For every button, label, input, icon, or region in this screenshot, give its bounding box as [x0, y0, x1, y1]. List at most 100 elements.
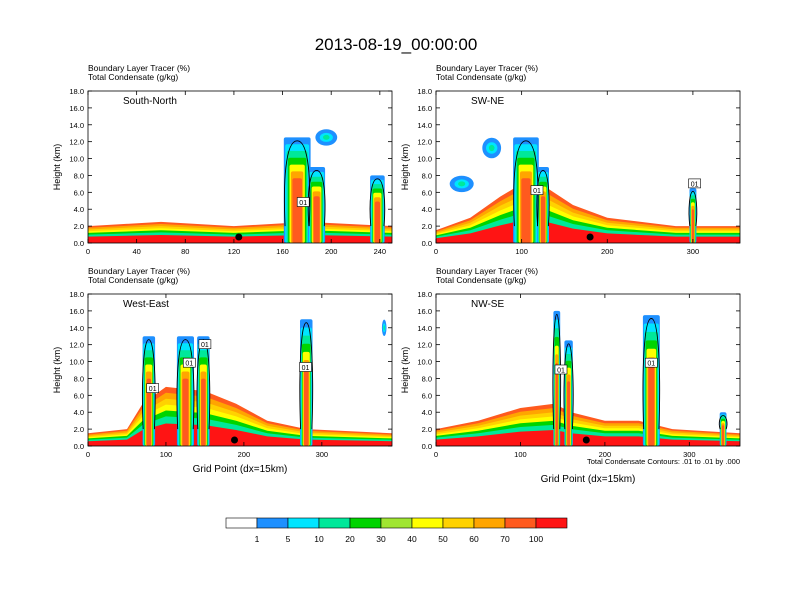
y-tick-label: 4.0	[74, 408, 84, 417]
contour-line	[369, 178, 386, 227]
colorbar-label: 40	[407, 534, 417, 544]
contour-label-box	[688, 178, 701, 189]
y-tick-label: 10.0	[417, 358, 432, 367]
colorbar-label: 1	[255, 534, 260, 544]
contour-label-box	[146, 383, 159, 393]
contour-label: 01	[691, 181, 699, 188]
colorbar-swatch	[535, 517, 568, 529]
shading-tower	[313, 196, 320, 243]
y-tick-label: 2.0	[74, 425, 84, 434]
contour-label-box	[198, 339, 212, 350]
location-marker	[582, 436, 590, 444]
shading-blob	[323, 134, 330, 140]
x-tick-label: 0	[434, 247, 438, 256]
plot-area: 01 01	[436, 294, 740, 446]
shading-tower	[374, 201, 380, 243]
y-tick-label: 4.0	[422, 205, 432, 214]
shading-tower	[182, 378, 189, 446]
colorbar-swatch	[287, 517, 320, 529]
y-tick-label: 8.0	[74, 374, 84, 383]
shading-blob	[383, 325, 385, 331]
shading-layer	[436, 220, 740, 243]
contour-label: 01	[302, 365, 310, 372]
x-tick-label: 240	[374, 247, 387, 256]
y-tick-label: 0.0	[74, 442, 84, 451]
y-tick-label: 18.0	[69, 290, 84, 299]
panel-subtitle-tracer: Boundary Layer Tracer (%)	[88, 63, 190, 73]
panel-subtitle-condensate: Total Condensate (g/kg)	[88, 72, 178, 82]
contour-line	[176, 339, 195, 430]
colorbar-label: 10	[314, 534, 324, 544]
panel-label: South-North	[123, 96, 177, 107]
shading-tower	[721, 425, 725, 446]
y-tick-label: 2.0	[422, 222, 432, 231]
x-tick-label: 40	[132, 247, 140, 256]
y-tick-label: 6.0	[422, 188, 432, 197]
shading-tower	[555, 363, 558, 446]
contour-label-box	[296, 197, 310, 207]
y-tick-label: 10.0	[69, 155, 84, 164]
shading-tower	[567, 381, 571, 446]
y-tick-label: 16.0	[69, 104, 84, 113]
location-marker	[586, 233, 594, 241]
panel-south-north: 01 South-North Boundary Layer Tracer (%)To…	[52, 63, 393, 256]
contour-label-box	[554, 364, 568, 375]
y-tick-label: 14.0	[69, 121, 84, 130]
x-tick-label: 200	[238, 450, 251, 459]
y-tick-label: 16.0	[417, 307, 432, 316]
colorbar-label: 60	[469, 534, 479, 544]
x-tick-label: 160	[276, 247, 289, 256]
y-tick-label: 4.0	[422, 408, 432, 417]
x-tick-label: 300	[687, 247, 700, 256]
contour-label: 01	[201, 342, 209, 349]
colorbar-swatch	[504, 517, 537, 529]
y-tick-label: 10.0	[417, 155, 432, 164]
panel-subtitle-condensate: Total Condensate (g/kg)	[436, 72, 526, 82]
y-tick-label: 6.0	[74, 188, 84, 197]
contour-line	[283, 140, 311, 227]
y-tick-label: 14.0	[69, 324, 84, 333]
location-marker	[231, 436, 238, 444]
x-tick-label: 300	[316, 450, 329, 459]
contour-line	[718, 415, 728, 430]
x-tick-label: 0	[86, 247, 90, 256]
shading-tower	[201, 378, 206, 446]
contour-label: 01	[185, 361, 193, 368]
contour-label: 01	[533, 188, 541, 195]
y-tick-label: 16.0	[417, 104, 432, 113]
contour-label: 01	[299, 200, 307, 207]
panel-label: West-East	[123, 299, 169, 310]
y-tick-label: 18.0	[417, 87, 432, 96]
x-tick-label: 100	[160, 450, 173, 459]
y-axis-label: Height (km)	[52, 347, 62, 394]
shading-tower	[146, 378, 152, 446]
contour-label: 01	[557, 368, 565, 375]
plot-frame	[435, 90, 741, 244]
contour-label-box	[530, 185, 544, 195]
colorbar: 1 5 10 20 30 40 50 60 70 100	[225, 517, 568, 544]
plot-area: 01 01 01 01	[88, 294, 392, 446]
colorbar-swatch	[380, 517, 413, 529]
shading-layer	[88, 423, 392, 446]
y-tick-label: 10.0	[69, 358, 84, 367]
y-tick-label: 16.0	[69, 307, 84, 316]
y-tick-label: 12.0	[69, 341, 84, 350]
panel-subtitle-tracer: Boundary Layer Tracer (%)	[436, 266, 538, 276]
contour-label: 01	[647, 361, 655, 368]
y-axis-label: Height (km)	[400, 347, 410, 394]
plot-area: 01 01	[436, 91, 740, 243]
panel-subtitle-tracer: Boundary Layer Tracer (%)	[436, 63, 538, 73]
shading-tower	[648, 365, 655, 446]
y-tick-label: 18.0	[69, 87, 84, 96]
contour-label: 01	[149, 386, 157, 393]
y-tick-label: 2.0	[74, 222, 84, 231]
shading-blob	[458, 181, 466, 187]
colorbar-swatch	[318, 517, 351, 529]
contour-line	[536, 169, 550, 227]
shading-blob	[488, 144, 495, 152]
shading-tower	[521, 178, 531, 243]
y-tick-label: 18.0	[417, 290, 432, 299]
colorbar-swatch	[473, 517, 506, 529]
colorbar-swatch	[442, 517, 475, 529]
contour-label-box	[644, 357, 658, 368]
